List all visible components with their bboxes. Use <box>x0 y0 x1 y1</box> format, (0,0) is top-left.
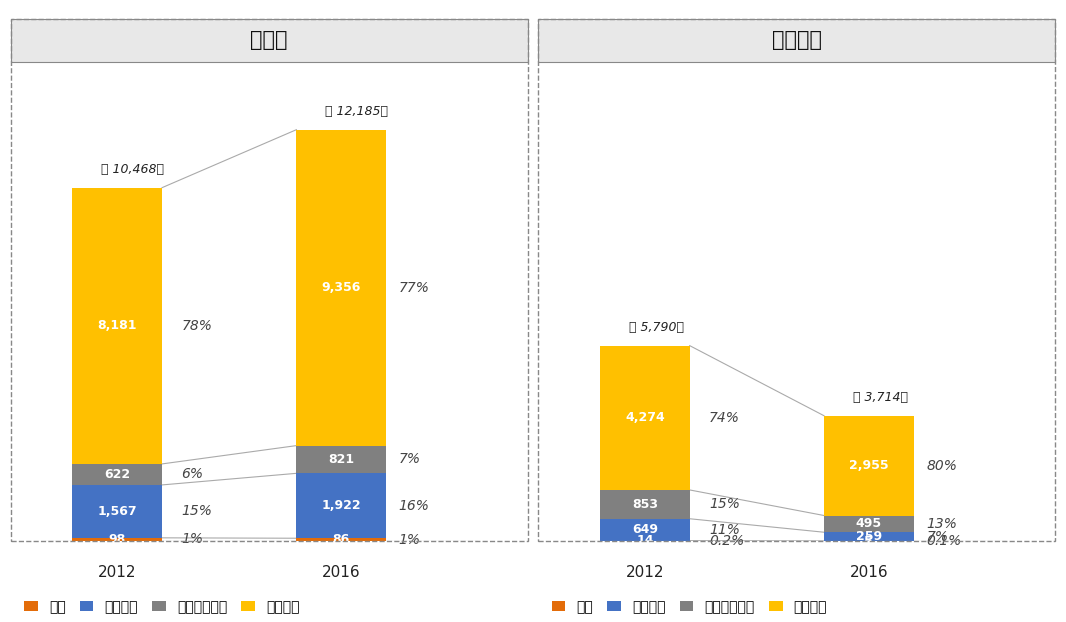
Text: 1,922: 1,922 <box>321 499 361 513</box>
Text: 2,955: 2,955 <box>849 459 889 472</box>
Text: 총 3,714명: 총 3,714명 <box>853 391 908 404</box>
Text: 98: 98 <box>109 533 126 546</box>
Text: 15%: 15% <box>181 504 212 518</box>
Text: 0.2%: 0.2% <box>709 534 744 548</box>
Bar <box>824 415 914 516</box>
Text: 86: 86 <box>333 533 350 546</box>
Bar <box>296 130 386 445</box>
Text: 853: 853 <box>632 498 658 511</box>
Text: 7%: 7% <box>399 452 421 466</box>
Text: 1%: 1% <box>399 532 421 547</box>
Bar <box>72 188 162 464</box>
Text: 0.1%: 0.1% <box>926 534 962 548</box>
Text: 14: 14 <box>636 534 653 547</box>
Text: 4,274: 4,274 <box>625 411 665 424</box>
Bar <box>72 538 162 541</box>
Text: 1%: 1% <box>181 532 204 547</box>
Text: 비정규직: 비정규직 <box>772 30 822 50</box>
Text: 9,356: 9,356 <box>322 281 360 294</box>
Text: 총 5,790명: 총 5,790명 <box>629 321 684 334</box>
Bar <box>600 519 690 541</box>
Text: 78%: 78% <box>181 319 212 333</box>
Text: 16%: 16% <box>399 499 430 513</box>
Bar <box>72 485 162 538</box>
Legend: 기타, 행정인력, 연구지원인력, 연구인력: 기타, 행정인력, 연구지원인력, 연구인력 <box>546 594 833 620</box>
Text: 77%: 77% <box>399 281 430 295</box>
Text: 7%: 7% <box>926 529 949 544</box>
Text: 495: 495 <box>856 518 882 531</box>
Bar <box>72 464 162 485</box>
Legend: 기타, 행정인력, 연구지원인력, 연구인력: 기타, 행정인력, 연구지원인력, 연구인력 <box>18 594 305 620</box>
Text: 622: 622 <box>104 468 130 481</box>
Text: 5: 5 <box>865 534 873 547</box>
Text: 6%: 6% <box>181 467 204 481</box>
Text: 13%: 13% <box>926 517 957 531</box>
Text: 8,181: 8,181 <box>97 319 138 332</box>
Text: 15%: 15% <box>709 498 740 511</box>
Bar <box>824 532 914 541</box>
Text: 259: 259 <box>856 530 882 543</box>
Text: 정규직: 정규직 <box>251 30 288 50</box>
Bar <box>296 473 386 538</box>
Text: 821: 821 <box>328 453 354 466</box>
Text: 2016: 2016 <box>322 565 360 580</box>
Bar <box>296 445 386 473</box>
Bar <box>600 490 690 519</box>
Bar <box>824 516 914 532</box>
Bar <box>600 346 690 490</box>
Text: 74%: 74% <box>709 411 740 425</box>
Text: 1,567: 1,567 <box>97 505 138 518</box>
Text: 80%: 80% <box>926 458 957 473</box>
Text: 2012: 2012 <box>98 565 136 580</box>
Text: 2012: 2012 <box>626 565 664 580</box>
Text: 2016: 2016 <box>850 565 888 580</box>
Bar <box>296 538 386 541</box>
Text: 총 10,468명: 총 10,468명 <box>101 163 164 176</box>
Text: 11%: 11% <box>709 522 740 537</box>
Text: 649: 649 <box>632 523 658 536</box>
Text: 총 12,185명: 총 12,185명 <box>325 105 388 118</box>
